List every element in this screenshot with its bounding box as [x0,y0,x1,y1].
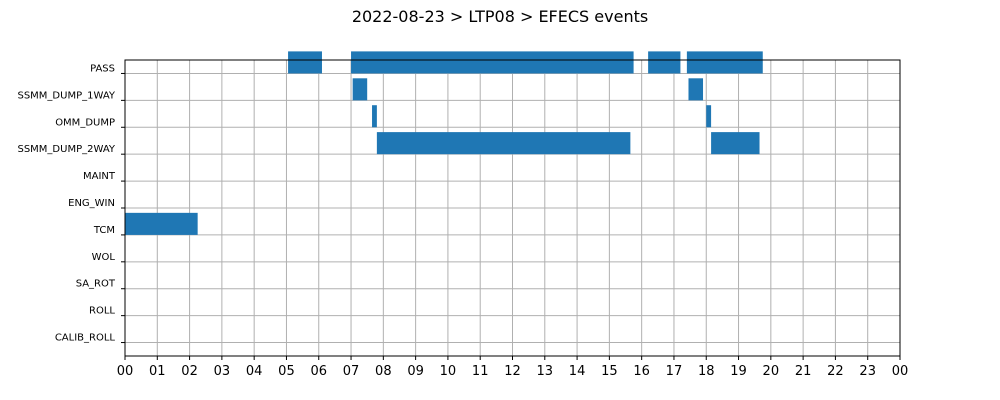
x-tick-label: 23 [859,364,876,379]
x-tick-label: 00 [117,364,134,379]
event-bar-omm-dump [706,105,712,128]
event-bar-ssmm-dump-1way [352,78,368,101]
y-tick-label: SA_ROT [76,279,116,290]
x-tick-label: 20 [763,364,780,379]
x-tick-label: 00 [892,364,909,379]
y-tick-label: OMM_DUMP [55,117,115,128]
grid-lines [124,60,901,356]
x-tick-label: 17 [666,364,683,379]
x-tick-label: 18 [698,364,715,379]
event-bar-ssmm-dump-1way [688,78,704,101]
x-tick-label: 03 [214,364,231,379]
chart-title: 2022-08-23 > LTP08 > EFECS events [352,7,648,26]
y-tick-label: TCM [93,225,115,236]
event-bar-pass [648,51,681,74]
x-tick-label: 02 [181,364,198,379]
x-tick-label: 11 [472,364,489,379]
y-tick-label: MAINT [83,171,116,182]
event-bar-omm-dump [372,105,377,128]
x-tick-label: 15 [601,364,618,379]
x-tick-label: 09 [407,364,424,379]
event-bar-pass [351,51,634,74]
x-tick-label: 08 [375,364,392,379]
x-tick-label: 06 [310,364,327,379]
y-tick-label: ROLL [89,306,115,317]
y-tick-label: PASS [90,63,115,74]
x-tick-label: 01 [149,364,166,379]
y-tick-label: WOL [92,252,116,263]
x-tick-label: 12 [504,364,521,379]
event-bar-pass [288,51,322,74]
x-tick-label: 16 [633,364,650,379]
y-tick-label: ENG_WIN [68,198,115,209]
x-tick-label: 13 [537,364,554,379]
x-tick-label: 07 [343,364,360,379]
x-tick-label: 10 [440,364,457,379]
event-bars [125,51,763,235]
y-tick-label: SSMM_DUMP_1WAY [17,90,115,101]
event-bar-ssmm-dump-2way [711,132,760,155]
x-tick-label: 04 [246,364,263,379]
x-tick-label: 19 [730,364,747,379]
x-tick-label: 22 [827,364,844,379]
event-bar-pass [686,51,763,74]
y-tick-label: CALIB_ROLL [55,333,116,344]
x-axis: 00 01 02 03 04 05 06 07 08 09 10 11 12 13 14 15 16 17 18 19… [117,356,909,379]
x-tick-label: 14 [569,364,586,379]
x-tick-label: 05 [278,364,295,379]
y-tick-label: SSMM_DUMP_2WAY [17,144,115,155]
event-bar-ssmm-dump-2way [376,132,631,155]
x-tick-label: 21 [795,364,812,379]
y-axis: PASS SSMM_DUMP_1WAY OMM_DUMP SSMM_DUMP_2WAY… [17,63,125,344]
event-bar-tcm [125,212,198,235]
